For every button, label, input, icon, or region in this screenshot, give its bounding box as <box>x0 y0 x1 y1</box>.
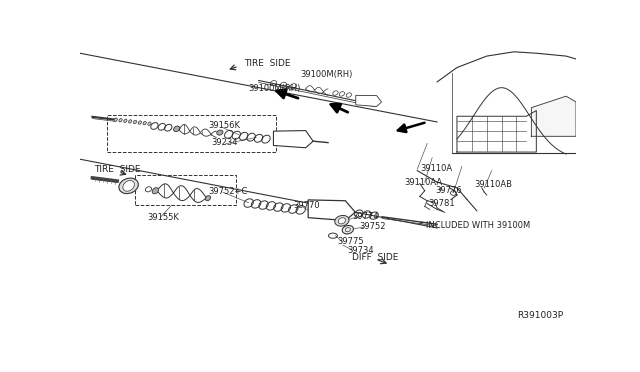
Text: 39752+C: 39752+C <box>208 187 247 196</box>
Ellipse shape <box>114 118 117 121</box>
Text: 39155K: 39155K <box>147 214 179 222</box>
Text: 39100M(RH): 39100M(RH) <box>301 70 353 78</box>
Ellipse shape <box>119 178 138 193</box>
Text: 39752: 39752 <box>359 222 386 231</box>
Polygon shape <box>308 200 355 221</box>
Text: DIFF  SIDE: DIFF SIDE <box>352 253 398 262</box>
Ellipse shape <box>148 122 151 125</box>
Ellipse shape <box>217 130 223 135</box>
Ellipse shape <box>152 187 159 194</box>
Ellipse shape <box>138 121 141 124</box>
Text: 39734: 39734 <box>347 246 374 254</box>
Ellipse shape <box>205 196 211 201</box>
Polygon shape <box>273 131 313 148</box>
Polygon shape <box>356 95 381 106</box>
Text: 39781: 39781 <box>429 199 455 208</box>
Text: 39775: 39775 <box>337 237 364 246</box>
Ellipse shape <box>129 120 132 123</box>
Text: 39110AA: 39110AA <box>404 178 442 187</box>
Text: * INCLUDED WITH 39100M: * INCLUDED WITH 39100M <box>419 221 530 230</box>
Text: 39770: 39770 <box>293 201 320 210</box>
Ellipse shape <box>119 119 122 122</box>
Polygon shape <box>531 96 576 136</box>
Ellipse shape <box>124 119 127 122</box>
Ellipse shape <box>173 126 180 132</box>
Text: 39774: 39774 <box>352 212 378 221</box>
Text: 39100M(RH): 39100M(RH) <box>249 84 301 93</box>
Text: TIRE  SIDE: TIRE SIDE <box>244 59 290 68</box>
Text: R391003P: R391003P <box>518 311 564 320</box>
Text: 39110A: 39110A <box>420 164 452 173</box>
Ellipse shape <box>335 215 349 226</box>
Ellipse shape <box>123 180 134 191</box>
Ellipse shape <box>143 121 146 125</box>
Text: 39776: 39776 <box>436 186 462 195</box>
Text: 39110AB: 39110AB <box>474 180 512 189</box>
Text: 39234: 39234 <box>211 138 237 147</box>
Ellipse shape <box>133 120 136 124</box>
Ellipse shape <box>339 218 346 224</box>
Ellipse shape <box>342 225 353 234</box>
Text: 39156K: 39156K <box>208 122 240 131</box>
Text: TIRE  SIDE: TIRE SIDE <box>94 165 140 174</box>
Text: *: * <box>436 187 443 196</box>
